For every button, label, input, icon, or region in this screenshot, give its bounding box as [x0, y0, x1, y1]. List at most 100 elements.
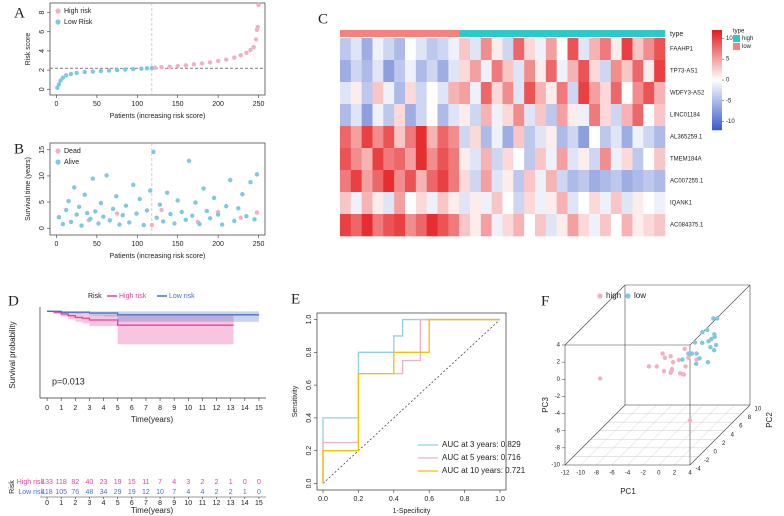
legend-marker — [55, 19, 61, 25]
point — [90, 69, 96, 74]
heatmap-cell — [405, 82, 417, 105]
heatmap-cell — [535, 170, 547, 193]
heatmap-cell — [632, 126, 644, 149]
point — [107, 218, 113, 223]
heatmap-cell — [340, 82, 352, 105]
colorbar-step — [712, 34, 722, 37]
heatmap-cell — [383, 214, 395, 237]
panel-letter: E — [291, 291, 300, 307]
heatmap-cell — [491, 192, 503, 215]
point — [694, 351, 699, 356]
heatmap-cell — [524, 148, 536, 171]
point — [152, 65, 158, 70]
heatmap-cell — [470, 126, 482, 149]
heatmap-cell — [383, 60, 395, 83]
legend-label: Low risk — [169, 293, 195, 300]
point — [711, 316, 716, 321]
heatmap-cell — [600, 38, 612, 61]
point — [248, 180, 253, 185]
type-legend-label: high — [742, 36, 753, 42]
heatmap-cell — [405, 170, 417, 193]
at-risk-count: 48 — [86, 489, 94, 496]
point — [63, 73, 69, 78]
at-risk-count: 29 — [114, 489, 122, 496]
heatmap-cell — [491, 126, 503, 149]
heatmap-cell — [567, 126, 579, 149]
heatmap-cell — [621, 38, 633, 61]
heatmap-cell — [524, 82, 536, 105]
point — [201, 186, 206, 191]
at-risk-count: 105 — [55, 489, 67, 496]
x-tick-label: 11 — [199, 405, 206, 412]
heatmap-cell — [383, 82, 395, 105]
point — [56, 215, 62, 220]
box-edge — [564, 284, 626, 346]
heatmap-cell — [350, 104, 362, 127]
point — [669, 368, 674, 373]
heatmap-cell — [610, 38, 622, 61]
survival-curve — [47, 310, 234, 326]
heatmap-cell — [372, 38, 384, 61]
point — [708, 344, 713, 350]
heatmap-cell — [491, 170, 503, 193]
point — [676, 357, 681, 363]
colorbar-step — [712, 88, 722, 91]
x-tick-label: -8 — [594, 471, 600, 477]
point — [680, 371, 686, 377]
heatmap-cell — [643, 60, 655, 83]
heatmap-cell — [643, 82, 655, 105]
point — [683, 364, 688, 369]
point — [149, 65, 155, 71]
heatmap-cell — [491, 104, 503, 127]
colorbar-step — [712, 112, 722, 115]
type-band-cell — [535, 30, 547, 37]
heatmap-cell — [654, 192, 666, 215]
colorbar-step — [712, 38, 722, 41]
heatmap-cell — [556, 126, 568, 149]
type-band-cell — [610, 30, 622, 37]
y-tick-label: 0.2 — [306, 446, 313, 456]
x-tick-label: 3 — [87, 405, 91, 412]
heatmap-cell — [350, 148, 362, 171]
heatmap-cell — [491, 38, 503, 61]
heatmap-cell — [556, 104, 568, 127]
heatmap-cell — [632, 170, 644, 193]
point — [74, 70, 79, 76]
row-label: TMEM184A — [670, 157, 702, 163]
point — [711, 347, 717, 353]
colorbar-step — [712, 66, 722, 69]
point — [104, 173, 109, 178]
x-tick-label: 1 — [59, 405, 63, 412]
heatmap-cell — [394, 82, 406, 105]
colorbar-step — [712, 82, 722, 85]
heatmap-cell — [632, 104, 644, 127]
x-tick-label: 250 — [253, 241, 265, 248]
heatmap-cell — [383, 126, 395, 149]
heatmap-cell — [567, 82, 579, 105]
heatmap-cell — [545, 60, 557, 83]
heatmap-cell — [491, 82, 503, 105]
point — [68, 71, 74, 77]
point — [686, 351, 691, 356]
heatmap-cell — [524, 192, 536, 215]
roc-curve — [322, 318, 500, 484]
heatmap-cell — [621, 82, 633, 105]
colorbar-step — [712, 92, 722, 95]
row-label: AL365259.1 — [670, 135, 703, 141]
heatmap-cell — [535, 214, 547, 237]
heatmap-cell — [372, 104, 384, 127]
heatmap-cell — [340, 104, 352, 127]
x-tick-label: 5 — [116, 405, 120, 412]
heatmap-cell — [643, 104, 655, 127]
point — [251, 44, 256, 50]
point — [183, 217, 188, 223]
survival-curve — [47, 310, 259, 316]
point — [159, 65, 164, 70]
point — [654, 364, 659, 369]
type-band-cell — [340, 30, 352, 37]
heatmap-cell — [361, 82, 373, 105]
heatmap-cell — [578, 60, 590, 83]
point — [76, 204, 82, 209]
point — [90, 176, 96, 181]
